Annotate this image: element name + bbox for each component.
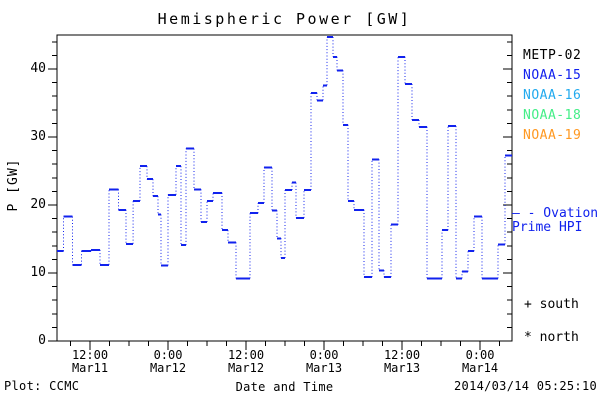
plus-marker-icon: + — [524, 297, 532, 312]
y-tick-label: 20 — [30, 197, 46, 212]
x-tick-time: 0:00 — [465, 348, 495, 362]
legend-item-noaa-18: NOAA-18 — [523, 108, 582, 123]
x-tick-time: 0:00 — [153, 348, 183, 362]
legend-item-noaa-15: NOAA-15 — [523, 68, 582, 83]
asterisk-marker-icon: * — [524, 330, 532, 345]
y-tick-label: 0 — [38, 333, 46, 348]
chart-title: Hemispheric Power [GW] — [157, 10, 412, 28]
x-tick-time: 12:00 — [227, 348, 265, 362]
legend-marker-north: * north — [524, 330, 579, 345]
ovation-label-line1: - Ovation — [527, 206, 599, 221]
y-tick-label: 10 — [30, 265, 46, 280]
legend-item-noaa-19: NOAA-19 — [523, 128, 582, 143]
x-axis-title: Date and Time — [235, 380, 334, 394]
x-tick-time: 12:00 — [383, 348, 421, 362]
x-tick-date: Mar14 — [461, 361, 499, 375]
x-tick-time: 12:00 — [71, 348, 109, 362]
y-tick-label: 40 — [30, 61, 46, 76]
legend-marker-south: + south — [524, 297, 579, 312]
x-tick-date: Mar12 — [227, 361, 265, 375]
legend-item-metp-02: METP-02 — [523, 48, 582, 63]
y-tick-label: 30 — [30, 129, 46, 144]
x-tick-date: Mar13 — [383, 361, 421, 375]
x-tick-date: Mar13 — [305, 361, 343, 375]
north-label: north — [539, 330, 579, 345]
legend-series-ovation: — - Ovation Prime HPI — [512, 207, 598, 235]
south-label: south — [539, 297, 579, 312]
legend-item-noaa-16: NOAA-16 — [523, 88, 582, 103]
ovation-label-line2: Prime HPI — [512, 220, 583, 235]
timestamp: 2014/03/14 05:25:10 — [454, 379, 597, 393]
ovation-line-sample: — — [512, 206, 520, 221]
x-tick-date: Mar11 — [71, 361, 109, 375]
plot-credit: Plot: CCMC — [4, 379, 80, 393]
x-tick-time: 0:00 — [309, 348, 339, 362]
x-tick-date: Mar12 — [149, 361, 187, 375]
